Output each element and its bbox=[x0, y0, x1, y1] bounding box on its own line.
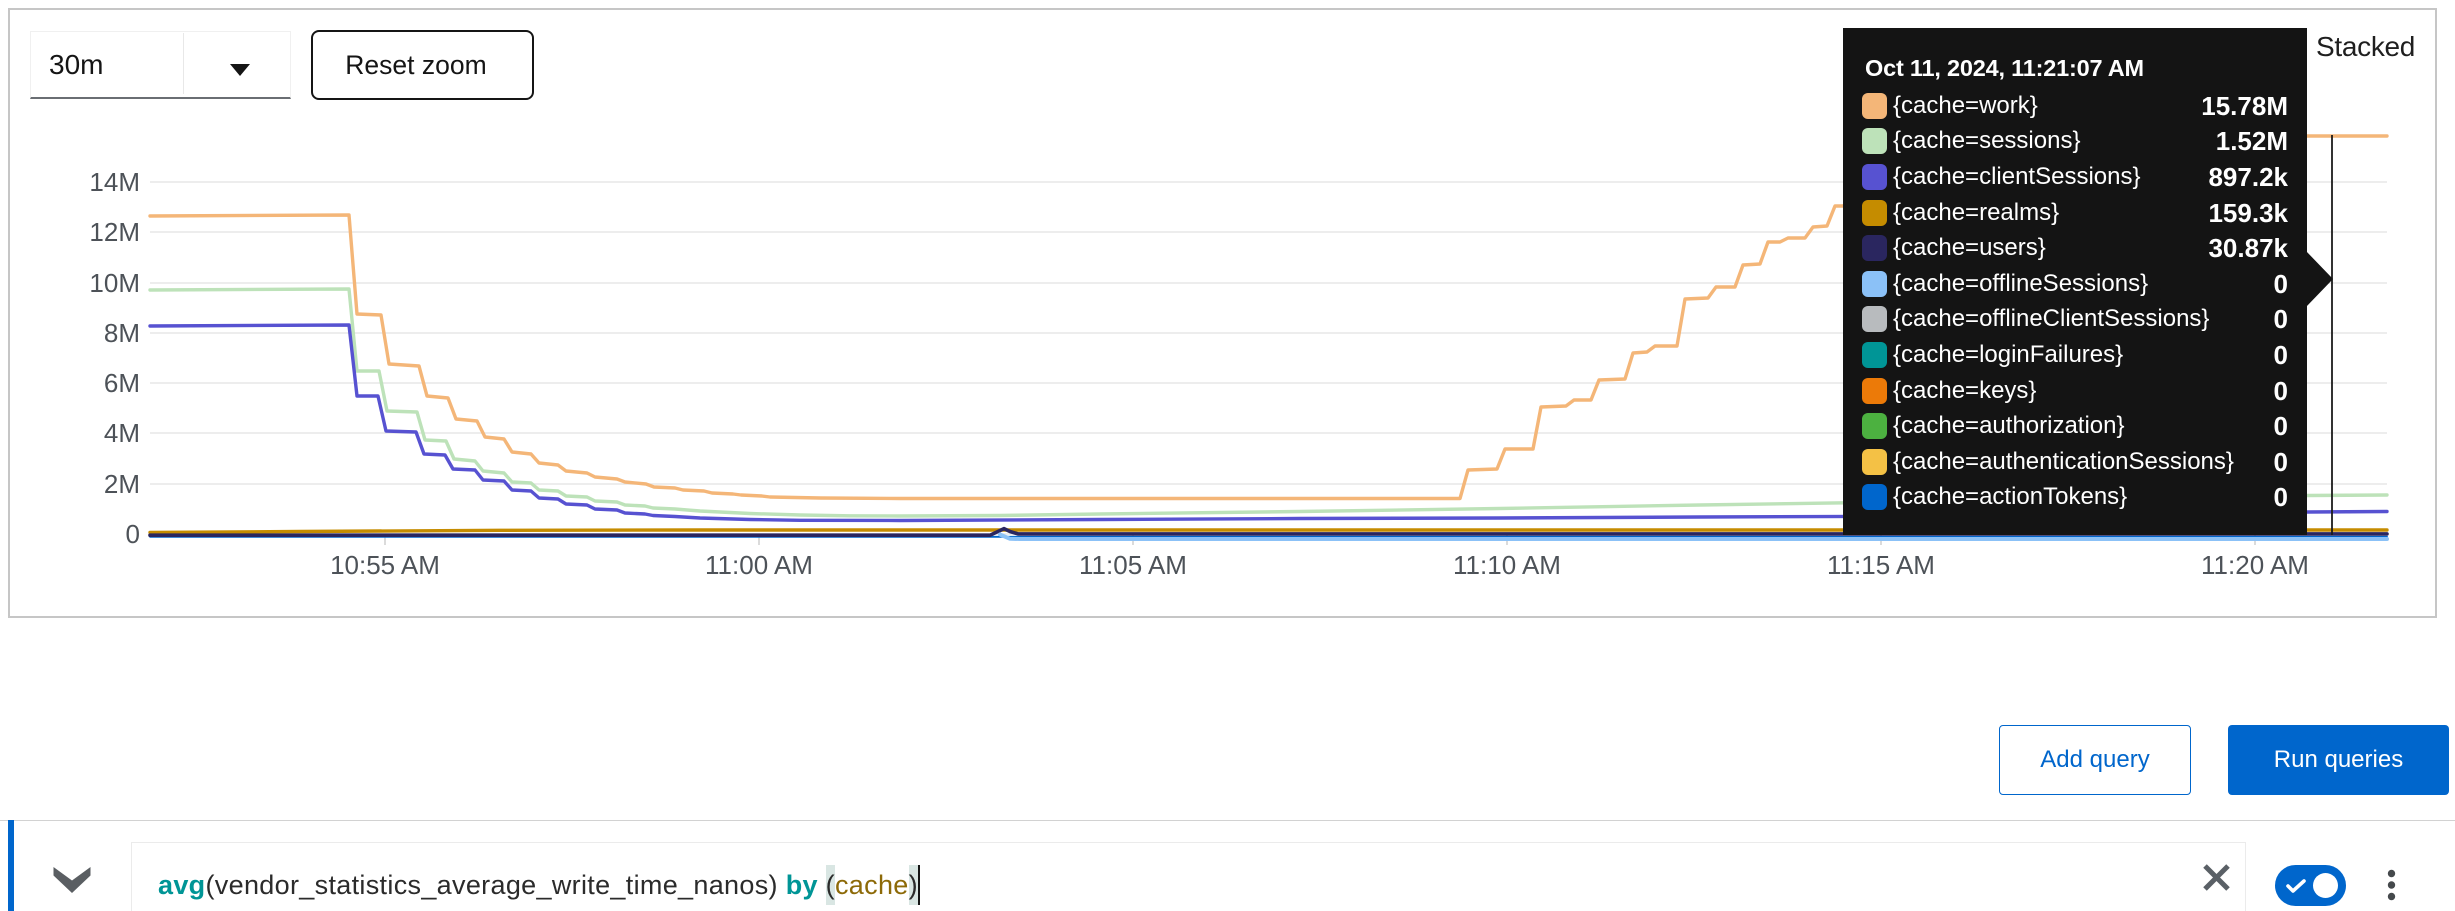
svg-text:11:10 AM: 11:10 AM bbox=[1453, 550, 1561, 580]
svg-text:11:15 AM: 11:15 AM bbox=[1827, 550, 1935, 580]
svg-text:11:00 AM: 11:00 AM bbox=[705, 550, 813, 580]
svg-text:12M: 12M bbox=[89, 217, 140, 247]
svg-text:0: 0 bbox=[126, 519, 140, 549]
svg-text:4M: 4M bbox=[104, 418, 140, 448]
svg-text:8M: 8M bbox=[104, 318, 140, 348]
svg-text:11:20 AM: 11:20 AM bbox=[2201, 550, 2309, 580]
svg-text:11:05 AM: 11:05 AM bbox=[1079, 550, 1187, 580]
svg-text:6M: 6M bbox=[104, 368, 140, 398]
svg-text:10:55 AM: 10:55 AM bbox=[330, 550, 440, 580]
svg-text:14M: 14M bbox=[89, 167, 140, 197]
svg-text:10M: 10M bbox=[89, 268, 140, 298]
svg-text:2M: 2M bbox=[104, 469, 140, 499]
